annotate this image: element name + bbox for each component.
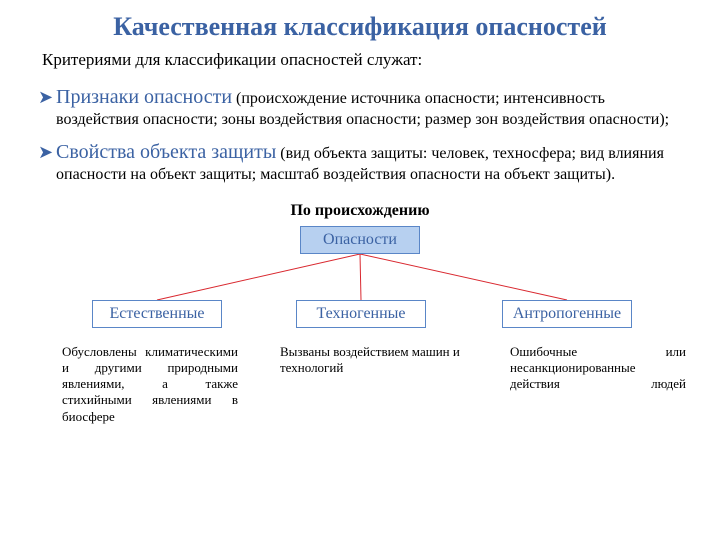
page-title: Качественная классификация опасностей bbox=[0, 12, 720, 42]
connector-line bbox=[360, 254, 567, 300]
bullet-item: ➤ Признаки опасности (происхождение исто… bbox=[38, 84, 690, 131]
subtitle: Критериями для классификации опасностей … bbox=[42, 50, 720, 70]
diagram-caption: Обусловлены климатическими и другими при… bbox=[62, 344, 238, 425]
diagram-child-box: Техногенные bbox=[296, 300, 426, 328]
diagram-caption: Вызваны воздействием машин и технологий bbox=[280, 344, 460, 377]
bullet-lead: Свойства объекта защиты bbox=[56, 141, 276, 163]
diagram-child-box: Антропогенные bbox=[502, 300, 632, 328]
bullet-lead: Признаки опасности bbox=[56, 86, 232, 108]
diagram-root-box: Опасности bbox=[300, 226, 420, 254]
diagram-caption: Ошибочные или несанкционированные действ… bbox=[510, 344, 686, 393]
connector-line bbox=[157, 254, 360, 300]
diagram-child-box: Естественные bbox=[92, 300, 222, 328]
bullet-icon: ➤ bbox=[38, 141, 56, 186]
bullet-icon: ➤ bbox=[38, 86, 56, 131]
connector-line bbox=[360, 254, 361, 300]
diagram: Опасности Естественные Техногенные Антро… bbox=[0, 226, 720, 336]
bullet-item: ➤ Свойства объекта защиты (вид объекта з… bbox=[38, 139, 690, 186]
bullet-list: ➤ Признаки опасности (происхождение исто… bbox=[38, 84, 690, 186]
diagram-heading: По происхождению bbox=[0, 202, 720, 220]
